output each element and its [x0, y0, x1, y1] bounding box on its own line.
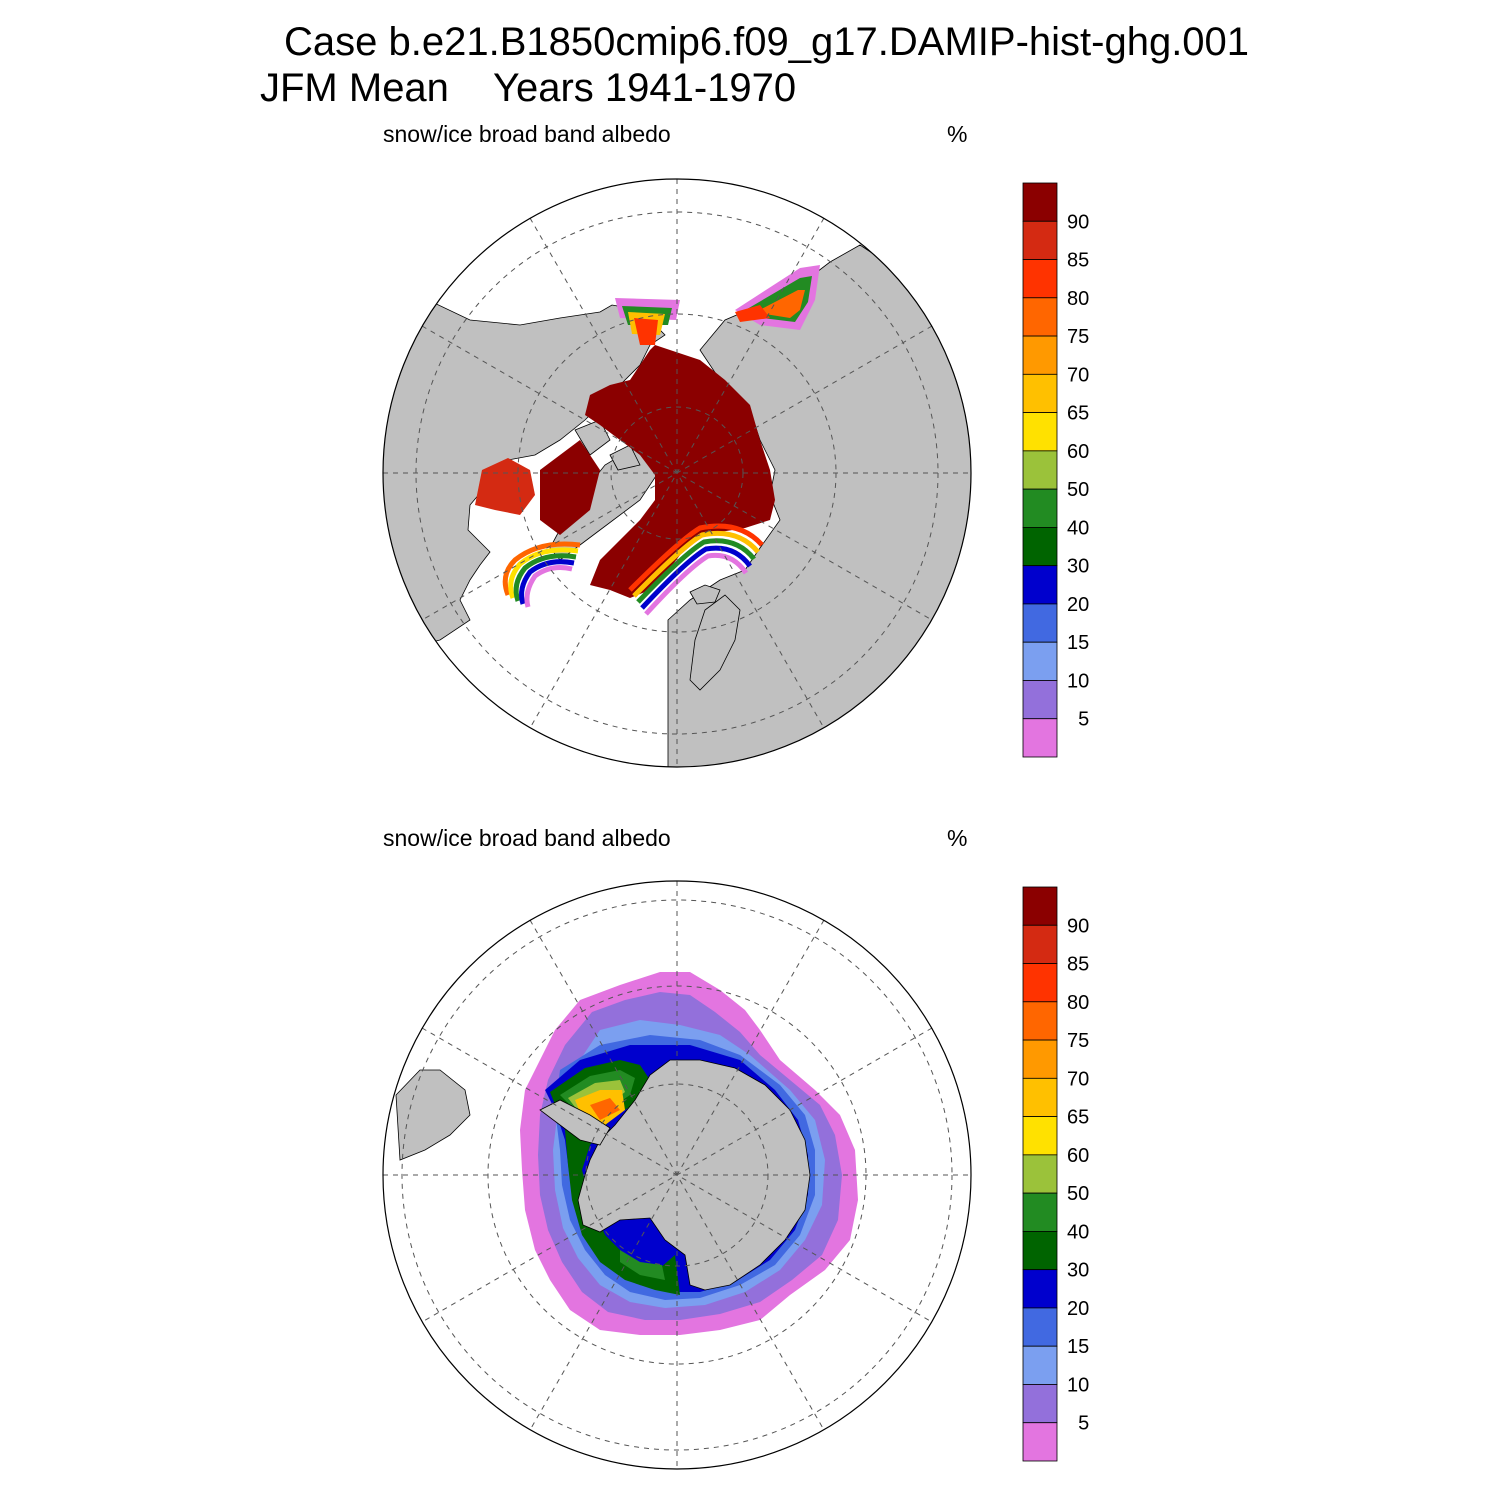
case-title: Case b.e21.B1850cmip6.f09_g17.DAMIP-hist…: [284, 20, 1250, 64]
north-polar-map: [382, 178, 972, 768]
south-polar-map: [382, 880, 972, 1470]
north-map-border: [382, 178, 972, 768]
north-colorbar-label: 70: [1067, 364, 1089, 386]
north-colorbar-swatch: [1022, 603, 1058, 643]
north-graticule: [383, 179, 971, 767]
years-label: Years 1941-1970: [492, 66, 797, 110]
south-colorbar-label: 80: [1067, 992, 1089, 1014]
south-colorbar-swatch: [1022, 886, 1058, 926]
south-map-border: [382, 880, 972, 1470]
south-colorbar-label: 65: [1067, 1107, 1089, 1129]
north-colorbar-swatch: [1022, 718, 1058, 758]
north-colorbar-swatch: [1022, 488, 1058, 528]
north-colorbar-swatch: [1022, 680, 1058, 720]
north-america-landmass: [383, 299, 666, 651]
south-colorbar-label: 10: [1067, 1374, 1089, 1396]
north-colorbar-swatch: [1022, 297, 1058, 337]
south-colorbar-swatch: [1022, 1345, 1058, 1385]
north-colorbar-swatch: [1022, 259, 1058, 299]
south-colorbar-swatch: [1022, 1384, 1058, 1424]
north-colorbar-label: 20: [1067, 594, 1089, 616]
south-colorbar-swatch: [1022, 924, 1058, 964]
south-colorbar-label: 90: [1067, 915, 1089, 937]
period-title: JFM Mean Years 1941-1970: [260, 68, 796, 108]
south-colorbar-label: 85: [1067, 954, 1089, 976]
north-colorbar-swatch: [1022, 335, 1058, 375]
south-america-landmass: [395, 1069, 471, 1161]
weddell-core: [590, 1098, 620, 1120]
north-colorbar-swatch: [1022, 412, 1058, 452]
north-colorbar-label: 40: [1067, 517, 1089, 539]
south-colorbar-swatch: [1022, 1422, 1058, 1462]
south-variable-label: snow/ice broad band albedo: [383, 825, 671, 851]
south-colorbar-label: 5: [1067, 1413, 1089, 1435]
south-colorbar-swatch: [1022, 1269, 1058, 1309]
labrador-sea-margin: [502, 541, 581, 608]
south-colorbar-swatch: [1022, 963, 1058, 1003]
north-colorbar-label: 50: [1067, 479, 1089, 501]
north-colorbar-label: 60: [1067, 441, 1089, 463]
north-colorbar-swatch: [1022, 565, 1058, 605]
south-colorbar-label: 15: [1067, 1336, 1089, 1358]
south-colorbar-swatch: [1022, 1039, 1058, 1079]
south-colorbar-label: 60: [1067, 1145, 1089, 1167]
north-colorbar-swatch: [1022, 641, 1058, 681]
barents-sea-margin: [628, 523, 764, 616]
north-colorbar-swatch: [1022, 182, 1058, 222]
south-colorbar-swatch: [1022, 1307, 1058, 1347]
north-colorbar-label: 15: [1067, 632, 1089, 654]
south-colorbar-label: 30: [1067, 1260, 1089, 1282]
north-colorbar-swatch: [1022, 527, 1058, 567]
south-colorbar-label: 70: [1067, 1068, 1089, 1090]
north-land: [383, 244, 971, 767]
south-units-label: %: [947, 825, 968, 851]
season-label: JFM Mean: [260, 66, 449, 110]
south-colorbar-label: 50: [1067, 1183, 1089, 1205]
iceland-landmass: [689, 584, 721, 605]
south-colorbar-label: 20: [1067, 1298, 1089, 1320]
north-colorbar-swatch: [1022, 373, 1058, 414]
north-variable-label: snow/ice broad band albedo: [383, 121, 671, 147]
south-colorbar-swatch: [1022, 1077, 1058, 1118]
north-colorbar-label: 65: [1067, 403, 1089, 425]
south-colorbar-swatch: [1022, 1001, 1058, 1041]
north-colorbar-label: 80: [1067, 288, 1089, 310]
north-colorbar-label: 5: [1067, 709, 1089, 731]
south-colorbar: 90 85 80 75 70 65 60 50 40 30 20 15 10 5: [1022, 886, 1089, 1462]
north-colorbar: 90 85 80 75 70 65 60 50 40 30 20 15 10 5: [1022, 182, 1089, 758]
north-colorbar-swatch: [1022, 220, 1058, 260]
north-colorbar-label: 90: [1067, 211, 1089, 233]
south-colorbar-swatch: [1022, 1116, 1058, 1156]
north-colorbar-swatch: [1022, 450, 1058, 490]
north-colorbar-label: 85: [1067, 250, 1089, 272]
south-albedo-field: [395, 972, 858, 1335]
bering-sea-ice: [615, 298, 680, 345]
south-colorbar-swatch: [1022, 1154, 1058, 1194]
north-units-label: %: [947, 121, 968, 147]
scandinavia-landmass: [689, 594, 741, 691]
baffin-ice: [540, 440, 600, 535]
north-colorbar-label: 75: [1067, 326, 1089, 348]
arctic-islands: [574, 419, 641, 471]
south-colorbar-label: 75: [1067, 1030, 1089, 1052]
south-colorbar-swatch: [1022, 1192, 1058, 1232]
antarctic-peninsula: [539, 1099, 611, 1146]
north-colorbar-label: 30: [1067, 556, 1089, 578]
south-colorbar-label: 40: [1067, 1221, 1089, 1243]
north-colorbar-label: 10: [1067, 670, 1089, 692]
south-graticule: [383, 881, 971, 1469]
south-colorbar-swatch: [1022, 1231, 1058, 1271]
